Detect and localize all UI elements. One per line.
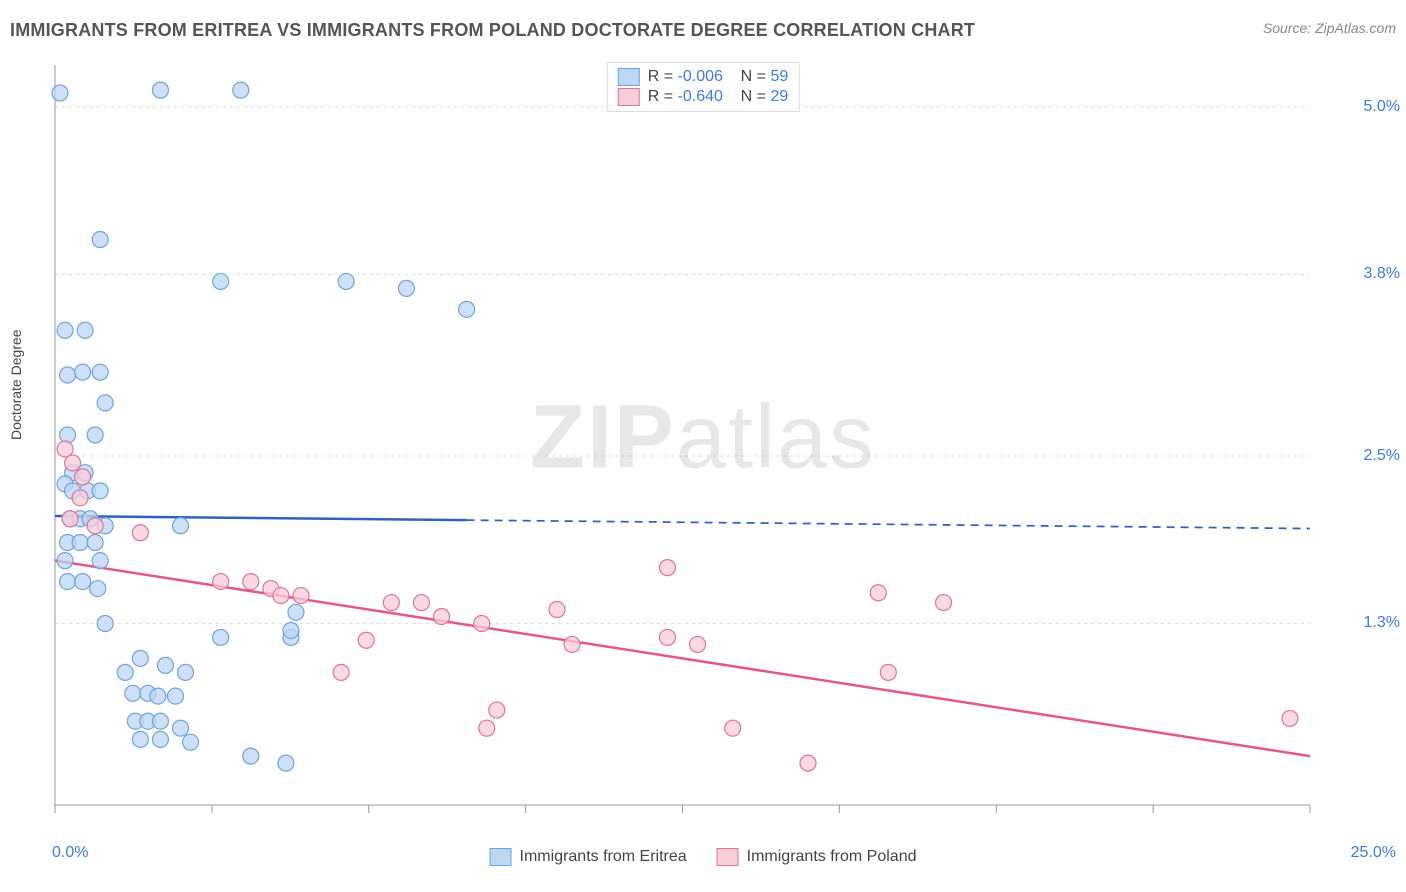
stats-legend: R = -0.006 N = 59 R = -0.640 N = 29: [607, 62, 800, 112]
x-tick-max: 25.0%: [1351, 844, 1396, 862]
legend-label-eritrea: Immigrants from Eritrea: [520, 848, 687, 866]
r-value: -0.006: [678, 68, 723, 85]
stats-text-poland: R = -0.640 N = 29: [648, 88, 789, 106]
r-value: -0.640: [678, 88, 723, 105]
y-axis-label: Doctorate Degree: [8, 329, 24, 440]
x-tick-min: 0.0%: [52, 844, 88, 862]
stats-row-eritrea: R = -0.006 N = 59: [618, 67, 789, 87]
scatter-chart: [50, 60, 1360, 820]
y-tick-label: 3.8%: [1364, 265, 1400, 283]
legend-item-eritrea: Immigrants from Eritrea: [490, 848, 687, 866]
swatch-eritrea: [618, 68, 640, 86]
y-tick-label: 1.3%: [1364, 614, 1400, 632]
swatch-eritrea: [490, 848, 512, 866]
n-label: N =: [741, 68, 766, 85]
chart-title: IMMIGRANTS FROM ERITREA VS IMMIGRANTS FR…: [10, 20, 975, 41]
n-label: N =: [741, 88, 766, 105]
chart-area: [50, 60, 1360, 820]
stats-row-poland: R = -0.640 N = 29: [618, 87, 789, 107]
n-value: 59: [770, 68, 788, 85]
r-label: R =: [648, 88, 673, 105]
stats-text-eritrea: R = -0.006 N = 59: [648, 68, 789, 86]
y-tick-label: 5.0%: [1364, 98, 1400, 116]
bottom-legend: Immigrants from Eritrea Immigrants from …: [490, 848, 917, 866]
swatch-poland: [717, 848, 739, 866]
r-label: R =: [648, 68, 673, 85]
source-label: Source: ZipAtlas.com: [1263, 20, 1396, 36]
n-value: 29: [770, 88, 788, 105]
legend-item-poland: Immigrants from Poland: [717, 848, 917, 866]
legend-label-poland: Immigrants from Poland: [747, 848, 917, 866]
y-tick-label: 2.5%: [1364, 447, 1400, 465]
swatch-poland: [618, 88, 640, 106]
